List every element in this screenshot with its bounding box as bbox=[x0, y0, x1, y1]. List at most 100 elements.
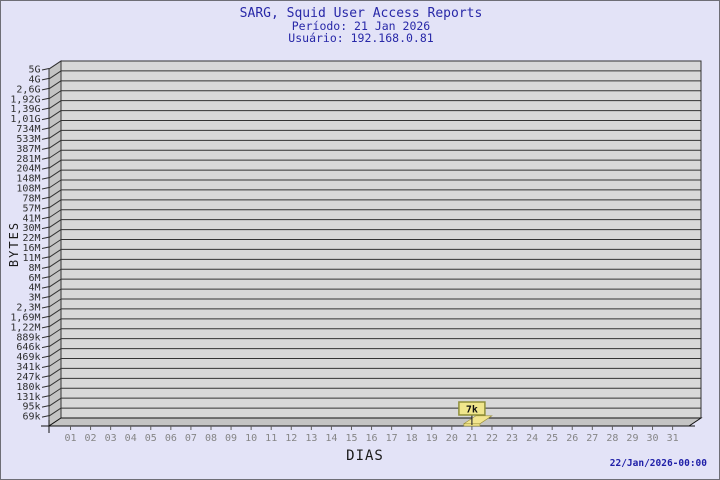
y-tick-label: 1,39G bbox=[10, 104, 40, 115]
x-tick-label: 22 bbox=[486, 433, 498, 444]
x-tick-label: 02 bbox=[85, 433, 97, 444]
x-tick-label: 25 bbox=[546, 433, 558, 444]
y-tick-label: 11M bbox=[22, 253, 40, 264]
y-tick-label: 4M bbox=[28, 283, 40, 294]
y-tick bbox=[41, 276, 50, 279]
x-tick-label: 29 bbox=[626, 433, 638, 444]
grid-line-wall bbox=[48, 288, 62, 298]
grid-line-wall bbox=[48, 268, 62, 278]
grid-line-wall bbox=[48, 258, 62, 268]
y-tick bbox=[41, 256, 50, 259]
y-tick bbox=[41, 107, 50, 111]
y-tick-label: 2,3M bbox=[16, 303, 40, 314]
grid-line-wall bbox=[48, 348, 62, 357]
grid-line-wall bbox=[48, 70, 62, 80]
y-tick bbox=[41, 385, 50, 388]
x-tick-label: 09 bbox=[225, 433, 237, 444]
y-tick-label: 4G bbox=[28, 74, 40, 85]
y-tick-label: 131k bbox=[16, 392, 40, 403]
y-tick bbox=[41, 236, 50, 240]
y-tick-label: 1,01G bbox=[10, 114, 40, 125]
grid-line-wall bbox=[48, 368, 62, 377]
y-tick-label: 889k bbox=[16, 332, 40, 343]
grid-line-wall bbox=[48, 60, 62, 70]
x-axis-title: DIAS bbox=[346, 448, 384, 464]
x-tick-label: 20 bbox=[446, 433, 458, 444]
x-tick-label: 31 bbox=[667, 433, 679, 444]
grid-line-wall bbox=[48, 239, 62, 248]
y-tick bbox=[41, 127, 50, 130]
y-tick-label: 16M bbox=[22, 243, 40, 254]
y-tick bbox=[41, 226, 50, 230]
x-tick-label: 15 bbox=[345, 433, 357, 444]
grid-line-wall bbox=[48, 328, 62, 338]
y-tick-label: 281M bbox=[16, 154, 40, 165]
chart-period-line: Período: 21 Jan 2026 bbox=[291, 19, 431, 33]
y-tick-label: 734M bbox=[16, 124, 40, 135]
x-tick-label: 10 bbox=[245, 433, 257, 444]
y-tick-label: 95k bbox=[22, 402, 40, 413]
grid-line-wall bbox=[48, 189, 62, 199]
grid-line-wall bbox=[48, 249, 62, 258]
report-header: SARG, Squid User Access Reports Período:… bbox=[4, 7, 718, 44]
y-tick bbox=[41, 157, 50, 160]
y-tick bbox=[41, 375, 50, 378]
y-tick bbox=[41, 266, 50, 269]
y-tick-label: 148M bbox=[16, 174, 40, 185]
y-tick bbox=[41, 77, 50, 81]
y-tick bbox=[41, 415, 50, 418]
grid-line-wall bbox=[48, 149, 62, 159]
y-tick bbox=[41, 137, 50, 140]
y-tick-label: 8M bbox=[28, 263, 40, 274]
y-tick-label: 108M bbox=[16, 184, 40, 195]
x-tick-label: 04 bbox=[125, 433, 137, 444]
y-tick-label: 78M bbox=[22, 193, 40, 204]
x-tick-label: 14 bbox=[325, 433, 337, 444]
x-tick-label: 27 bbox=[586, 433, 598, 444]
grid-line-wall bbox=[48, 199, 62, 209]
grid-line-wall bbox=[48, 179, 62, 189]
y-tick-label: 22M bbox=[22, 233, 40, 244]
grid-line-wall bbox=[48, 159, 62, 169]
grid-line-wall bbox=[48, 308, 62, 318]
grid-line-wall bbox=[48, 139, 62, 149]
grid-line-wall bbox=[48, 120, 62, 129]
x-tick-label: 24 bbox=[526, 433, 538, 444]
y-tick-label: 41M bbox=[22, 213, 40, 224]
x-tick-label: 26 bbox=[566, 433, 578, 444]
x-tick-label: 06 bbox=[165, 433, 177, 444]
grid-line-wall bbox=[48, 358, 62, 367]
x-tick-label: 21 bbox=[466, 433, 478, 444]
y-tick-label: 1,22M bbox=[10, 322, 40, 333]
y-tick bbox=[41, 216, 50, 220]
x-tick-label: 03 bbox=[105, 433, 117, 444]
y-tick-label: 387M bbox=[16, 144, 40, 155]
x-tick-label: 17 bbox=[386, 433, 398, 444]
x-tick-label: 18 bbox=[406, 433, 418, 444]
x-tick-label: 05 bbox=[145, 433, 157, 444]
y-tick bbox=[41, 405, 50, 408]
y-tick-label: 30M bbox=[22, 223, 40, 234]
x-tick-label: 13 bbox=[305, 433, 317, 444]
x-tick-label: 16 bbox=[366, 433, 378, 444]
grid-line-wall bbox=[48, 90, 62, 100]
y-tick-label: 5G bbox=[28, 65, 40, 76]
x-tick-label: 28 bbox=[606, 433, 618, 444]
grid-line-wall bbox=[48, 219, 62, 229]
floor bbox=[47, 417, 703, 427]
x-tick-label: 01 bbox=[64, 433, 76, 444]
y-tick bbox=[41, 325, 50, 329]
y-tick bbox=[41, 167, 50, 170]
chart-user-line: Usuário: 192.168.0.81 bbox=[288, 30, 434, 45]
y-tick-label: 204M bbox=[16, 164, 40, 175]
y-tick bbox=[41, 365, 50, 368]
y-tick bbox=[41, 395, 50, 398]
y-tick bbox=[41, 68, 50, 71]
y-tick-label: 247k bbox=[16, 372, 40, 383]
grid-line-wall bbox=[48, 130, 62, 139]
y-tick-label: 3M bbox=[28, 293, 40, 304]
y-tick bbox=[41, 206, 50, 210]
x-tick-label: 08 bbox=[205, 433, 217, 444]
y-tick-label: 533M bbox=[16, 134, 40, 145]
